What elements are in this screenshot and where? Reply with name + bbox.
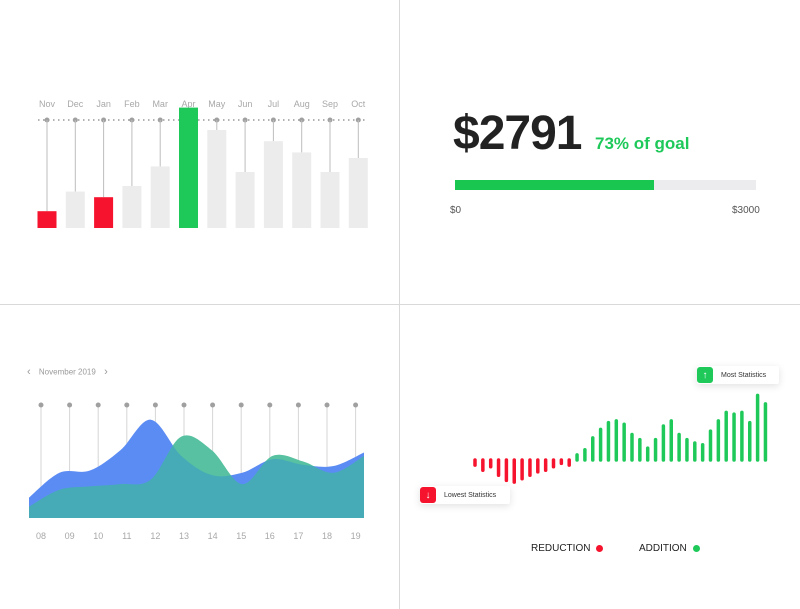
- x-tick-label: 10: [93, 531, 103, 541]
- period-label: November 2019: [38, 367, 96, 377]
- lowest-statistics-tooltip: ↓ Lowest Statistics: [420, 486, 510, 504]
- most-statistics-tooltip: ↑ Most Statistics: [697, 366, 779, 384]
- gridline-marker: [152, 402, 158, 408]
- x-tick-label: 11: [122, 531, 131, 541]
- x-tick-label: 13: [179, 531, 189, 541]
- gridline-marker: [210, 402, 216, 408]
- bar-sep: [320, 172, 340, 228]
- bar-mar: [150, 166, 170, 228]
- legend-reduction-label: REDUCTION: [531, 543, 591, 554]
- chevron-left-icon[interactable]: ‹: [27, 366, 31, 378]
- x-tick-label: 17: [293, 531, 303, 541]
- x-tick-label: 16: [265, 531, 275, 541]
- gridline-marker: [267, 402, 273, 408]
- x-tick-label: 14: [208, 531, 218, 541]
- gridline-marker: [67, 402, 73, 408]
- legend-addition: ADDITION: [639, 543, 700, 554]
- bar-aug: [292, 152, 312, 228]
- month-label: Jan: [96, 99, 111, 109]
- horizontal-divider: [0, 304, 800, 305]
- gridline-marker: [124, 402, 130, 408]
- bar-nov: [37, 211, 57, 228]
- bar-apr: [179, 107, 198, 228]
- amount-value: $2791: [453, 107, 582, 160]
- bar-feb: [122, 186, 142, 228]
- diverging-bar-chart: [473, 393, 768, 484]
- month-label: Oct: [351, 99, 366, 109]
- month-label: Mar: [152, 99, 168, 109]
- month-navigator: ‹ November 2019 ›: [27, 366, 108, 378]
- gridline-marker: [38, 402, 44, 408]
- legend-reduction: REDUCTION: [531, 543, 604, 554]
- month-label: Apr: [181, 99, 195, 109]
- goal-percentage: 73% of goal: [595, 134, 690, 153]
- lowest-statistics-label: Lowest Statistics: [444, 491, 497, 499]
- bar-dec: [65, 191, 85, 228]
- progress-fill: [455, 180, 654, 190]
- progress-min-label: $0: [450, 205, 462, 216]
- bar-jan: [94, 197, 114, 228]
- gridline-marker: [295, 402, 301, 408]
- most-statistics-label: Most Statistics: [721, 371, 767, 379]
- gridline-marker: [353, 402, 359, 408]
- bar-jun: [235, 172, 255, 228]
- gridline-marker: [324, 402, 330, 408]
- gridline-marker: [95, 402, 101, 408]
- arrow-up-icon: ↑: [697, 367, 713, 383]
- month-label: Aug: [294, 99, 310, 109]
- gridline-marker: [181, 402, 187, 408]
- x-tick-label: 18: [322, 531, 332, 541]
- area-chart: 08 09 10 11 12 13 14 15 16 17 18 19: [29, 402, 364, 541]
- x-tick-label: 08: [36, 531, 46, 541]
- legend-addition-label: ADDITION: [639, 543, 687, 554]
- bar-jul: [263, 141, 283, 228]
- progress-track: [455, 180, 756, 190]
- area-overlap: [29, 435, 364, 518]
- monthly-bar-chart: Nov Dec Jan Feb Mar Apr May Jun Jul Aug Sep Oct: [37, 99, 368, 228]
- arrow-down-icon: ↓: [420, 487, 436, 503]
- legend-addition-dot: [692, 545, 700, 552]
- bar-oct: [348, 158, 368, 228]
- month-label: May: [208, 99, 226, 109]
- chevron-right-icon[interactable]: ›: [104, 366, 108, 378]
- month-label: Feb: [124, 99, 140, 109]
- x-tick-label: 19: [351, 531, 361, 541]
- x-tick-label: 15: [236, 531, 246, 541]
- month-label: Jul: [268, 99, 280, 109]
- month-label: Dec: [67, 99, 84, 109]
- gridline-marker: [238, 402, 244, 408]
- month-label: Sep: [322, 99, 338, 109]
- x-tick-label: 12: [150, 531, 160, 541]
- progress-max-label: $3000: [732, 205, 760, 216]
- month-label: Jun: [238, 99, 253, 109]
- legend-reduction-dot: [596, 545, 604, 552]
- month-label: Nov: [39, 99, 56, 109]
- x-tick-label: 09: [65, 531, 75, 541]
- bar-may: [207, 130, 227, 228]
